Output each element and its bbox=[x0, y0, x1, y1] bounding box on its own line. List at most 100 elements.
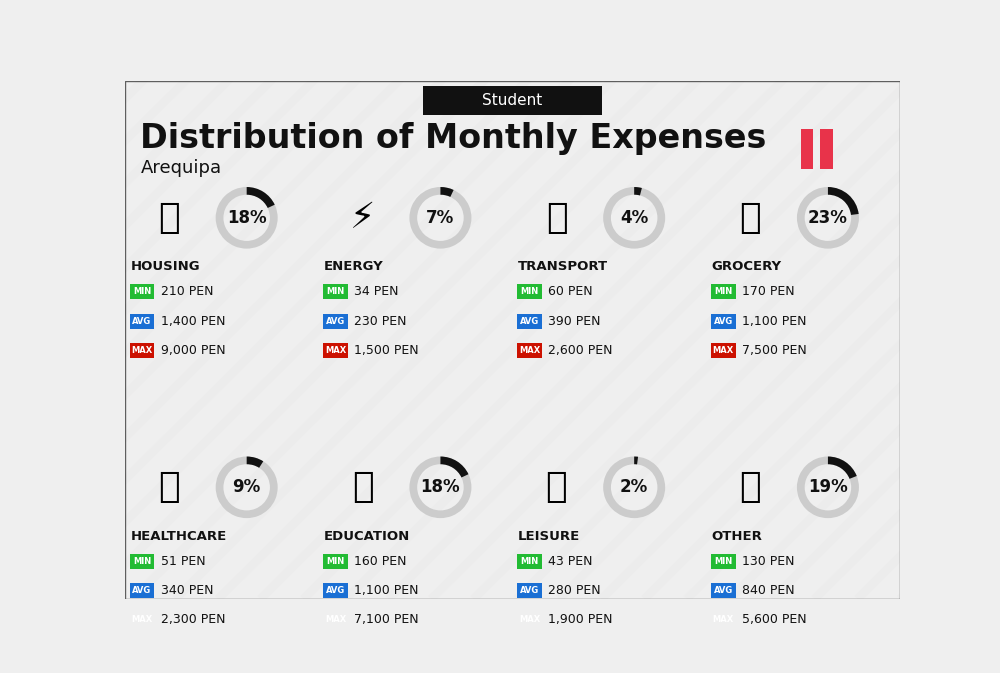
FancyBboxPatch shape bbox=[517, 554, 542, 569]
Text: AVG: AVG bbox=[326, 317, 345, 326]
Text: AVG: AVG bbox=[326, 586, 345, 595]
Text: AVG: AVG bbox=[132, 317, 152, 326]
FancyBboxPatch shape bbox=[801, 129, 813, 170]
Text: 7%: 7% bbox=[426, 209, 455, 227]
Text: 34 PEN: 34 PEN bbox=[354, 285, 399, 298]
FancyBboxPatch shape bbox=[130, 554, 154, 569]
FancyBboxPatch shape bbox=[517, 583, 542, 598]
FancyBboxPatch shape bbox=[130, 343, 154, 358]
Text: 130 PEN: 130 PEN bbox=[742, 555, 794, 568]
Text: 💰: 💰 bbox=[740, 470, 761, 504]
Text: 51 PEN: 51 PEN bbox=[161, 555, 205, 568]
FancyBboxPatch shape bbox=[323, 612, 348, 627]
Text: 1,100 PEN: 1,100 PEN bbox=[354, 584, 419, 597]
Text: MIN: MIN bbox=[133, 287, 151, 296]
Text: MIN: MIN bbox=[520, 557, 539, 566]
Text: MIN: MIN bbox=[327, 287, 345, 296]
Text: Student: Student bbox=[482, 94, 543, 108]
Wedge shape bbox=[634, 456, 638, 464]
Text: AVG: AVG bbox=[132, 586, 152, 595]
Text: 390 PEN: 390 PEN bbox=[548, 315, 601, 328]
Text: MAX: MAX bbox=[519, 346, 540, 355]
Text: 1,100 PEN: 1,100 PEN bbox=[742, 315, 806, 328]
Text: 🛍️: 🛍️ bbox=[546, 470, 567, 504]
FancyBboxPatch shape bbox=[711, 612, 736, 627]
FancyBboxPatch shape bbox=[323, 554, 348, 569]
Wedge shape bbox=[440, 187, 454, 197]
Text: 840 PEN: 840 PEN bbox=[742, 584, 795, 597]
Text: 2%: 2% bbox=[620, 479, 648, 496]
Wedge shape bbox=[409, 456, 471, 518]
Text: MIN: MIN bbox=[714, 287, 732, 296]
Wedge shape bbox=[603, 456, 665, 518]
Text: 19%: 19% bbox=[808, 479, 848, 496]
Text: 💗: 💗 bbox=[158, 470, 180, 504]
Text: 7,500 PEN: 7,500 PEN bbox=[742, 344, 807, 357]
Text: AVG: AVG bbox=[520, 586, 539, 595]
Wedge shape bbox=[440, 456, 468, 477]
Text: MAX: MAX bbox=[325, 346, 346, 355]
Text: MAX: MAX bbox=[713, 346, 734, 355]
Text: TRANSPORT: TRANSPORT bbox=[518, 260, 608, 273]
Text: 9,000 PEN: 9,000 PEN bbox=[161, 344, 225, 357]
Text: Arequipa: Arequipa bbox=[140, 159, 222, 176]
FancyBboxPatch shape bbox=[130, 583, 154, 598]
Wedge shape bbox=[247, 187, 275, 208]
Text: 9%: 9% bbox=[233, 479, 261, 496]
Text: AVG: AVG bbox=[714, 317, 733, 326]
Text: 1,500 PEN: 1,500 PEN bbox=[354, 344, 419, 357]
FancyBboxPatch shape bbox=[125, 81, 900, 599]
FancyBboxPatch shape bbox=[130, 285, 154, 299]
Text: ⚡: ⚡ bbox=[350, 201, 376, 235]
FancyBboxPatch shape bbox=[323, 314, 348, 328]
Text: 60 PEN: 60 PEN bbox=[548, 285, 593, 298]
Text: 🚌: 🚌 bbox=[546, 201, 567, 235]
Text: 230 PEN: 230 PEN bbox=[354, 315, 407, 328]
FancyBboxPatch shape bbox=[517, 314, 542, 328]
Text: 23%: 23% bbox=[808, 209, 848, 227]
Text: 18%: 18% bbox=[421, 479, 460, 496]
Text: HEALTHCARE: HEALTHCARE bbox=[130, 530, 227, 542]
Text: 2,600 PEN: 2,600 PEN bbox=[548, 344, 613, 357]
Text: AVG: AVG bbox=[520, 317, 539, 326]
Wedge shape bbox=[603, 187, 665, 248]
Wedge shape bbox=[216, 456, 278, 518]
Text: 160 PEN: 160 PEN bbox=[354, 555, 407, 568]
Wedge shape bbox=[216, 187, 278, 248]
FancyBboxPatch shape bbox=[711, 314, 736, 328]
Text: MAX: MAX bbox=[131, 615, 153, 625]
Text: 210 PEN: 210 PEN bbox=[161, 285, 213, 298]
Wedge shape bbox=[828, 456, 857, 479]
Text: 4%: 4% bbox=[620, 209, 648, 227]
Text: MIN: MIN bbox=[714, 557, 732, 566]
Text: 1,400 PEN: 1,400 PEN bbox=[161, 315, 225, 328]
Text: GROCERY: GROCERY bbox=[712, 260, 782, 273]
Text: 43 PEN: 43 PEN bbox=[548, 555, 593, 568]
Text: 5,600 PEN: 5,600 PEN bbox=[742, 614, 807, 627]
Text: 7,100 PEN: 7,100 PEN bbox=[354, 614, 419, 627]
Text: LEISURE: LEISURE bbox=[518, 530, 580, 542]
Text: MIN: MIN bbox=[520, 287, 539, 296]
Text: 340 PEN: 340 PEN bbox=[161, 584, 213, 597]
Text: OTHER: OTHER bbox=[712, 530, 763, 542]
Text: ENERGY: ENERGY bbox=[324, 260, 384, 273]
FancyBboxPatch shape bbox=[517, 612, 542, 627]
Text: 🎓: 🎓 bbox=[352, 470, 374, 504]
FancyBboxPatch shape bbox=[711, 583, 736, 598]
Text: MAX: MAX bbox=[519, 615, 540, 625]
Text: AVG: AVG bbox=[714, 586, 733, 595]
FancyBboxPatch shape bbox=[130, 612, 154, 627]
Text: 170 PEN: 170 PEN bbox=[742, 285, 795, 298]
FancyBboxPatch shape bbox=[423, 86, 602, 115]
FancyBboxPatch shape bbox=[517, 343, 542, 358]
Text: MAX: MAX bbox=[713, 615, 734, 625]
FancyBboxPatch shape bbox=[711, 343, 736, 358]
Text: 2,300 PEN: 2,300 PEN bbox=[161, 614, 225, 627]
Text: MIN: MIN bbox=[327, 557, 345, 566]
FancyBboxPatch shape bbox=[130, 314, 154, 328]
Text: HOUSING: HOUSING bbox=[130, 260, 200, 273]
Text: 🛒: 🛒 bbox=[740, 201, 761, 235]
Wedge shape bbox=[409, 187, 471, 248]
FancyBboxPatch shape bbox=[323, 343, 348, 358]
Text: Distribution of Monthly Expenses: Distribution of Monthly Expenses bbox=[140, 122, 767, 155]
